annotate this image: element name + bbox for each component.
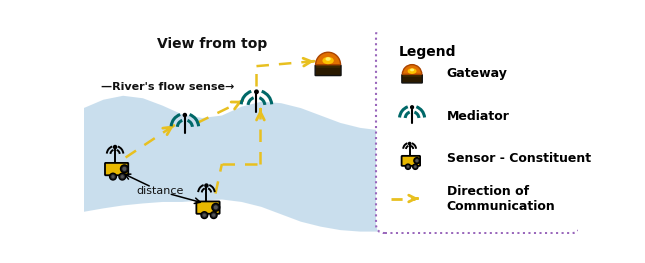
Circle shape [411, 106, 413, 109]
Text: Legend: Legend [399, 45, 456, 59]
Text: Sensor - Constituent: Sensor - Constituent [446, 153, 591, 165]
Circle shape [413, 164, 418, 169]
Circle shape [210, 212, 217, 219]
Circle shape [114, 145, 117, 149]
Circle shape [183, 113, 186, 117]
Text: distance: distance [137, 186, 184, 196]
Circle shape [414, 158, 420, 164]
Circle shape [212, 214, 215, 217]
Circle shape [405, 164, 411, 169]
Circle shape [408, 143, 411, 145]
Circle shape [203, 214, 206, 217]
Text: Mediator: Mediator [446, 109, 510, 123]
FancyBboxPatch shape [402, 75, 422, 83]
Text: Direction of
Communication: Direction of Communication [446, 185, 555, 213]
Ellipse shape [322, 57, 334, 64]
Circle shape [213, 205, 218, 209]
Circle shape [119, 173, 126, 180]
Circle shape [255, 90, 258, 94]
Circle shape [415, 159, 419, 162]
Circle shape [201, 212, 208, 219]
Circle shape [212, 204, 220, 211]
FancyBboxPatch shape [402, 156, 420, 166]
Ellipse shape [408, 68, 417, 74]
FancyBboxPatch shape [402, 73, 421, 77]
FancyBboxPatch shape [105, 163, 128, 175]
Circle shape [112, 175, 115, 178]
FancyBboxPatch shape [315, 65, 341, 75]
Wedge shape [402, 65, 422, 74]
Text: Gateway: Gateway [446, 67, 508, 80]
Circle shape [121, 175, 124, 178]
Circle shape [205, 184, 208, 187]
Polygon shape [84, 96, 400, 232]
FancyBboxPatch shape [376, 27, 580, 233]
Wedge shape [315, 52, 341, 65]
Circle shape [121, 165, 128, 173]
FancyBboxPatch shape [316, 63, 340, 68]
Ellipse shape [326, 57, 331, 61]
Ellipse shape [410, 68, 414, 71]
Circle shape [110, 173, 116, 180]
Text: View from top: View from top [157, 38, 267, 52]
Circle shape [123, 167, 126, 171]
Circle shape [407, 165, 409, 168]
Circle shape [414, 165, 417, 168]
Text: —River's flow sense→: —River's flow sense→ [101, 82, 234, 92]
FancyBboxPatch shape [196, 201, 220, 214]
